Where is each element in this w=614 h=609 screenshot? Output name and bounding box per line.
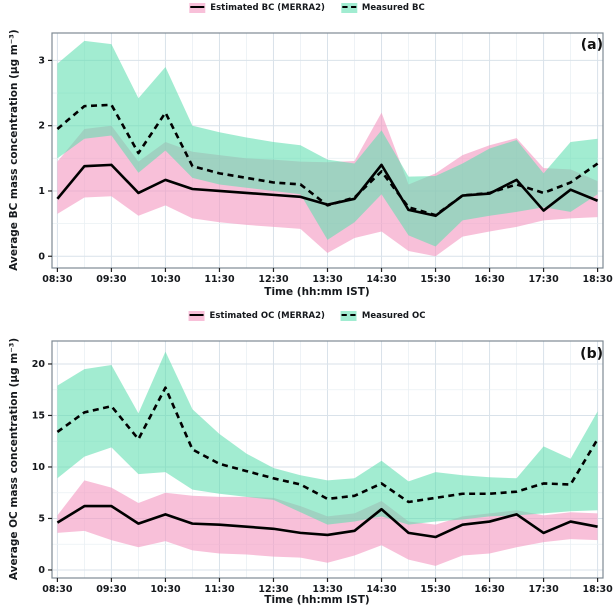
x-tick-label: 16:30 — [474, 274, 505, 285]
x-axis-title-b: Time (hh:mm IST) — [264, 594, 370, 606]
y-tick-label: 0 — [38, 565, 45, 576]
legend-item-measured-oc: Measured OC — [340, 311, 426, 321]
x-tick-label: 14:30 — [366, 274, 397, 285]
x-tick-label: 12:30 — [258, 584, 289, 595]
axis-ticks: 0 5 10 15 20 08:30 09:30 10:30 11:30 12:30 13:30 14… — [32, 359, 613, 595]
y-tick-label: 5 — [38, 513, 45, 524]
y-tick-label: 0 — [38, 251, 45, 262]
legend-label-measured-bc: Measured BC — [361, 3, 425, 13]
y-tick-label: 2 — [38, 121, 45, 132]
y-axis-title-a: Average BC mass concentration (µg m⁻³) — [8, 29, 20, 271]
measured-bc-swatch-icon — [340, 3, 357, 13]
x-tick-label: 10:30 — [150, 274, 181, 285]
x-tick-label: 12:30 — [258, 274, 289, 285]
legend-label-estimated-oc: Estimated OC (MERRA2) — [209, 311, 325, 321]
legend-item-estimated-bc: Estimated BC (MERRA2) — [189, 3, 325, 13]
estimated-oc-swatch-icon — [188, 311, 205, 321]
x-tick-label: 09:30 — [96, 274, 127, 285]
x-tick-label: 10:30 — [150, 584, 181, 595]
measured-oc-swatch-icon — [340, 311, 357, 321]
line-estimated — [56, 504, 598, 539]
x-tick-label: 15:30 — [420, 274, 451, 285]
y-tick-label: 3 — [38, 55, 45, 66]
x-tick-label: 18:30 — [582, 584, 613, 595]
x-axis-title-a: Time (hh:mm IST) — [264, 286, 370, 298]
axis-ticks: 0 1 2 3 08:30 09:30 10:30 11:30 12:30 13:30 14:30 1… — [38, 55, 613, 285]
x-tick-label: 13:30 — [312, 274, 343, 285]
panel-a: 0 1 2 3 08:30 09:30 10:30 11:30 12:30 13:30 14:30 1… — [38, 32, 613, 285]
x-tick-label: 13:30 — [312, 584, 343, 595]
x-tick-label: 16:30 — [474, 584, 505, 595]
line-measured — [56, 103, 599, 217]
plot-area — [56, 351, 599, 566]
band-measured — [57, 351, 598, 525]
panel-b: 0 5 10 15 20 08:30 09:30 10:30 11:30 12:30 13:30 14… — [32, 340, 613, 595]
legend-label-measured-oc: Measured OC — [361, 311, 426, 321]
x-tick-label: 18:30 — [582, 274, 613, 285]
x-tick-label: 08:30 — [42, 584, 73, 595]
y-axis-title-b: Average OC mass concentration (µg m⁻³) — [8, 337, 20, 581]
legend-panel-b: Estimated OC (MERRA2) Measured OC — [188, 311, 426, 321]
x-tick-label: 08:30 — [42, 274, 73, 285]
y-tick-label: 20 — [32, 359, 46, 370]
estimated-bc-swatch-icon — [189, 3, 206, 13]
panel-label-b: (b) — [580, 346, 603, 362]
panel-label-a: (a) — [580, 37, 603, 53]
plot-area — [56, 40, 599, 257]
legend-panel-a: Estimated BC (MERRA2) Measured BC — [189, 3, 425, 13]
y-tick-label: 1 — [38, 186, 45, 197]
x-tick-label: 14:30 — [366, 584, 397, 595]
x-tick-label: 17:30 — [528, 274, 559, 285]
legend-item-estimated-oc: Estimated OC (MERRA2) — [188, 311, 325, 321]
y-tick-label: 15 — [32, 410, 45, 421]
legend-item-measured-bc: Measured BC — [340, 3, 425, 13]
x-tick-label: 15:30 — [420, 584, 451, 595]
x-tick-label: 17:30 — [528, 584, 559, 595]
legend-label-estimated-bc: Estimated BC (MERRA2) — [210, 3, 325, 13]
x-tick-label: 09:30 — [96, 584, 127, 595]
y-tick-label: 10 — [32, 462, 46, 473]
x-tick-label: 11:30 — [204, 274, 235, 285]
x-tick-label: 11:30 — [204, 584, 235, 595]
